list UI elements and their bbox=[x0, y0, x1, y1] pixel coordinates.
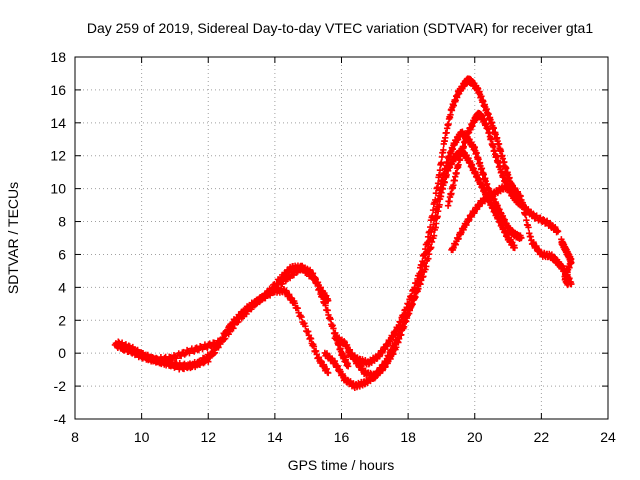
data-point bbox=[438, 159, 445, 166]
data-point bbox=[220, 336, 228, 343]
data-points bbox=[111, 75, 575, 391]
data-point bbox=[221, 335, 229, 342]
data-point bbox=[440, 146, 447, 154]
data-point bbox=[302, 323, 309, 330]
data-point bbox=[432, 196, 439, 204]
data-point bbox=[251, 301, 259, 309]
y-axis-label: SDTVAR / TECUs bbox=[5, 182, 21, 294]
data-point bbox=[230, 325, 237, 332]
data-point bbox=[301, 320, 308, 327]
y-tick-label: 14 bbox=[50, 115, 66, 131]
data-point bbox=[294, 305, 301, 312]
data-point bbox=[274, 284, 281, 292]
series-track-6 bbox=[344, 75, 562, 368]
y-tick-label: 4 bbox=[58, 279, 66, 295]
y-tick-label: 18 bbox=[50, 49, 66, 65]
data-point bbox=[235, 318, 242, 326]
x-tick-label: 20 bbox=[467, 429, 483, 445]
data-point bbox=[279, 280, 286, 288]
data-point bbox=[211, 349, 219, 357]
x-tick-label: 14 bbox=[267, 429, 283, 445]
data-point bbox=[265, 290, 273, 298]
data-point bbox=[248, 305, 255, 313]
data-point bbox=[324, 297, 332, 304]
data-point bbox=[511, 244, 518, 252]
data-point bbox=[239, 313, 247, 320]
data-point bbox=[181, 351, 188, 358]
y-tick-label: 12 bbox=[50, 148, 66, 164]
data-point bbox=[427, 223, 434, 231]
data-point bbox=[298, 313, 305, 321]
chart-title: Day 259 of 2019, Sidereal Day-to-day VTE… bbox=[87, 20, 594, 36]
y-tick-label: 10 bbox=[50, 181, 66, 197]
data-point bbox=[525, 224, 532, 231]
x-tick-label: 22 bbox=[534, 429, 550, 445]
data-point bbox=[193, 361, 201, 369]
data-point bbox=[518, 234, 525, 242]
data-point bbox=[206, 353, 214, 360]
data-point bbox=[180, 365, 188, 373]
data-point bbox=[184, 364, 191, 372]
data-point bbox=[324, 369, 332, 377]
y-tick-label: 8 bbox=[58, 214, 66, 230]
data-point bbox=[197, 359, 204, 367]
data-point bbox=[554, 228, 562, 235]
x-tick-label: 16 bbox=[334, 429, 350, 445]
data-point bbox=[252, 300, 260, 308]
data-point bbox=[429, 212, 436, 220]
series-track-3 bbox=[118, 262, 332, 365]
data-point bbox=[291, 300, 299, 307]
data-point bbox=[198, 358, 206, 365]
y-tick-label: 2 bbox=[58, 312, 66, 328]
y-tick-label: -2 bbox=[54, 378, 67, 394]
data-point bbox=[419, 258, 426, 265]
y-tick-label: 0 bbox=[58, 345, 66, 361]
x-tick-label: 8 bbox=[71, 429, 79, 445]
series-track-7 bbox=[444, 109, 525, 209]
data-point bbox=[191, 348, 198, 355]
x-tick-label: 24 bbox=[600, 429, 616, 445]
data-point bbox=[540, 216, 547, 223]
data-point bbox=[210, 350, 217, 357]
y-tick-label: 6 bbox=[58, 246, 66, 262]
data-point bbox=[204, 344, 211, 351]
series-track-1 bbox=[111, 285, 332, 377]
data-point bbox=[118, 343, 125, 350]
data-point bbox=[429, 206, 437, 214]
data-point bbox=[416, 270, 423, 277]
x-tick-label: 18 bbox=[400, 429, 416, 445]
y-tick-label: 16 bbox=[50, 82, 66, 98]
data-point bbox=[261, 295, 268, 302]
data-point bbox=[520, 203, 527, 211]
data-point bbox=[177, 352, 185, 360]
grid-layer bbox=[75, 57, 608, 419]
data-point bbox=[424, 239, 431, 246]
x-axis-label: GPS time / hours bbox=[288, 457, 395, 473]
data-point bbox=[226, 328, 234, 335]
data-point bbox=[434, 180, 442, 187]
data-point bbox=[144, 351, 152, 359]
series-track-9 bbox=[558, 236, 575, 289]
x-tick-label: 12 bbox=[200, 429, 216, 445]
data-point bbox=[344, 363, 352, 370]
data-point bbox=[293, 269, 300, 276]
data-point bbox=[131, 347, 138, 354]
data-point bbox=[433, 203, 441, 210]
plot-frame bbox=[74, 56, 609, 420]
data-point bbox=[243, 310, 250, 318]
y-tick-label: -4 bbox=[54, 411, 67, 427]
data-point bbox=[564, 280, 572, 288]
x-tick-label: 10 bbox=[134, 429, 150, 445]
data-point bbox=[136, 349, 143, 356]
data-point bbox=[430, 232, 438, 239]
data-point bbox=[436, 167, 444, 174]
